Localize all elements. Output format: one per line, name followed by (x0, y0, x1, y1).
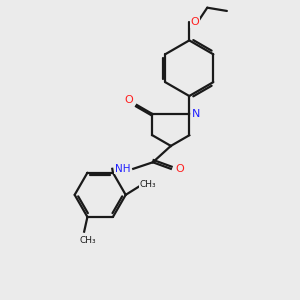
Text: N: N (192, 109, 201, 119)
Text: O: O (124, 95, 133, 105)
Text: CH₃: CH₃ (79, 236, 96, 245)
Text: CH₃: CH₃ (140, 179, 156, 188)
Text: O: O (176, 164, 184, 174)
Text: O: O (191, 17, 200, 27)
Text: NH: NH (115, 164, 130, 174)
